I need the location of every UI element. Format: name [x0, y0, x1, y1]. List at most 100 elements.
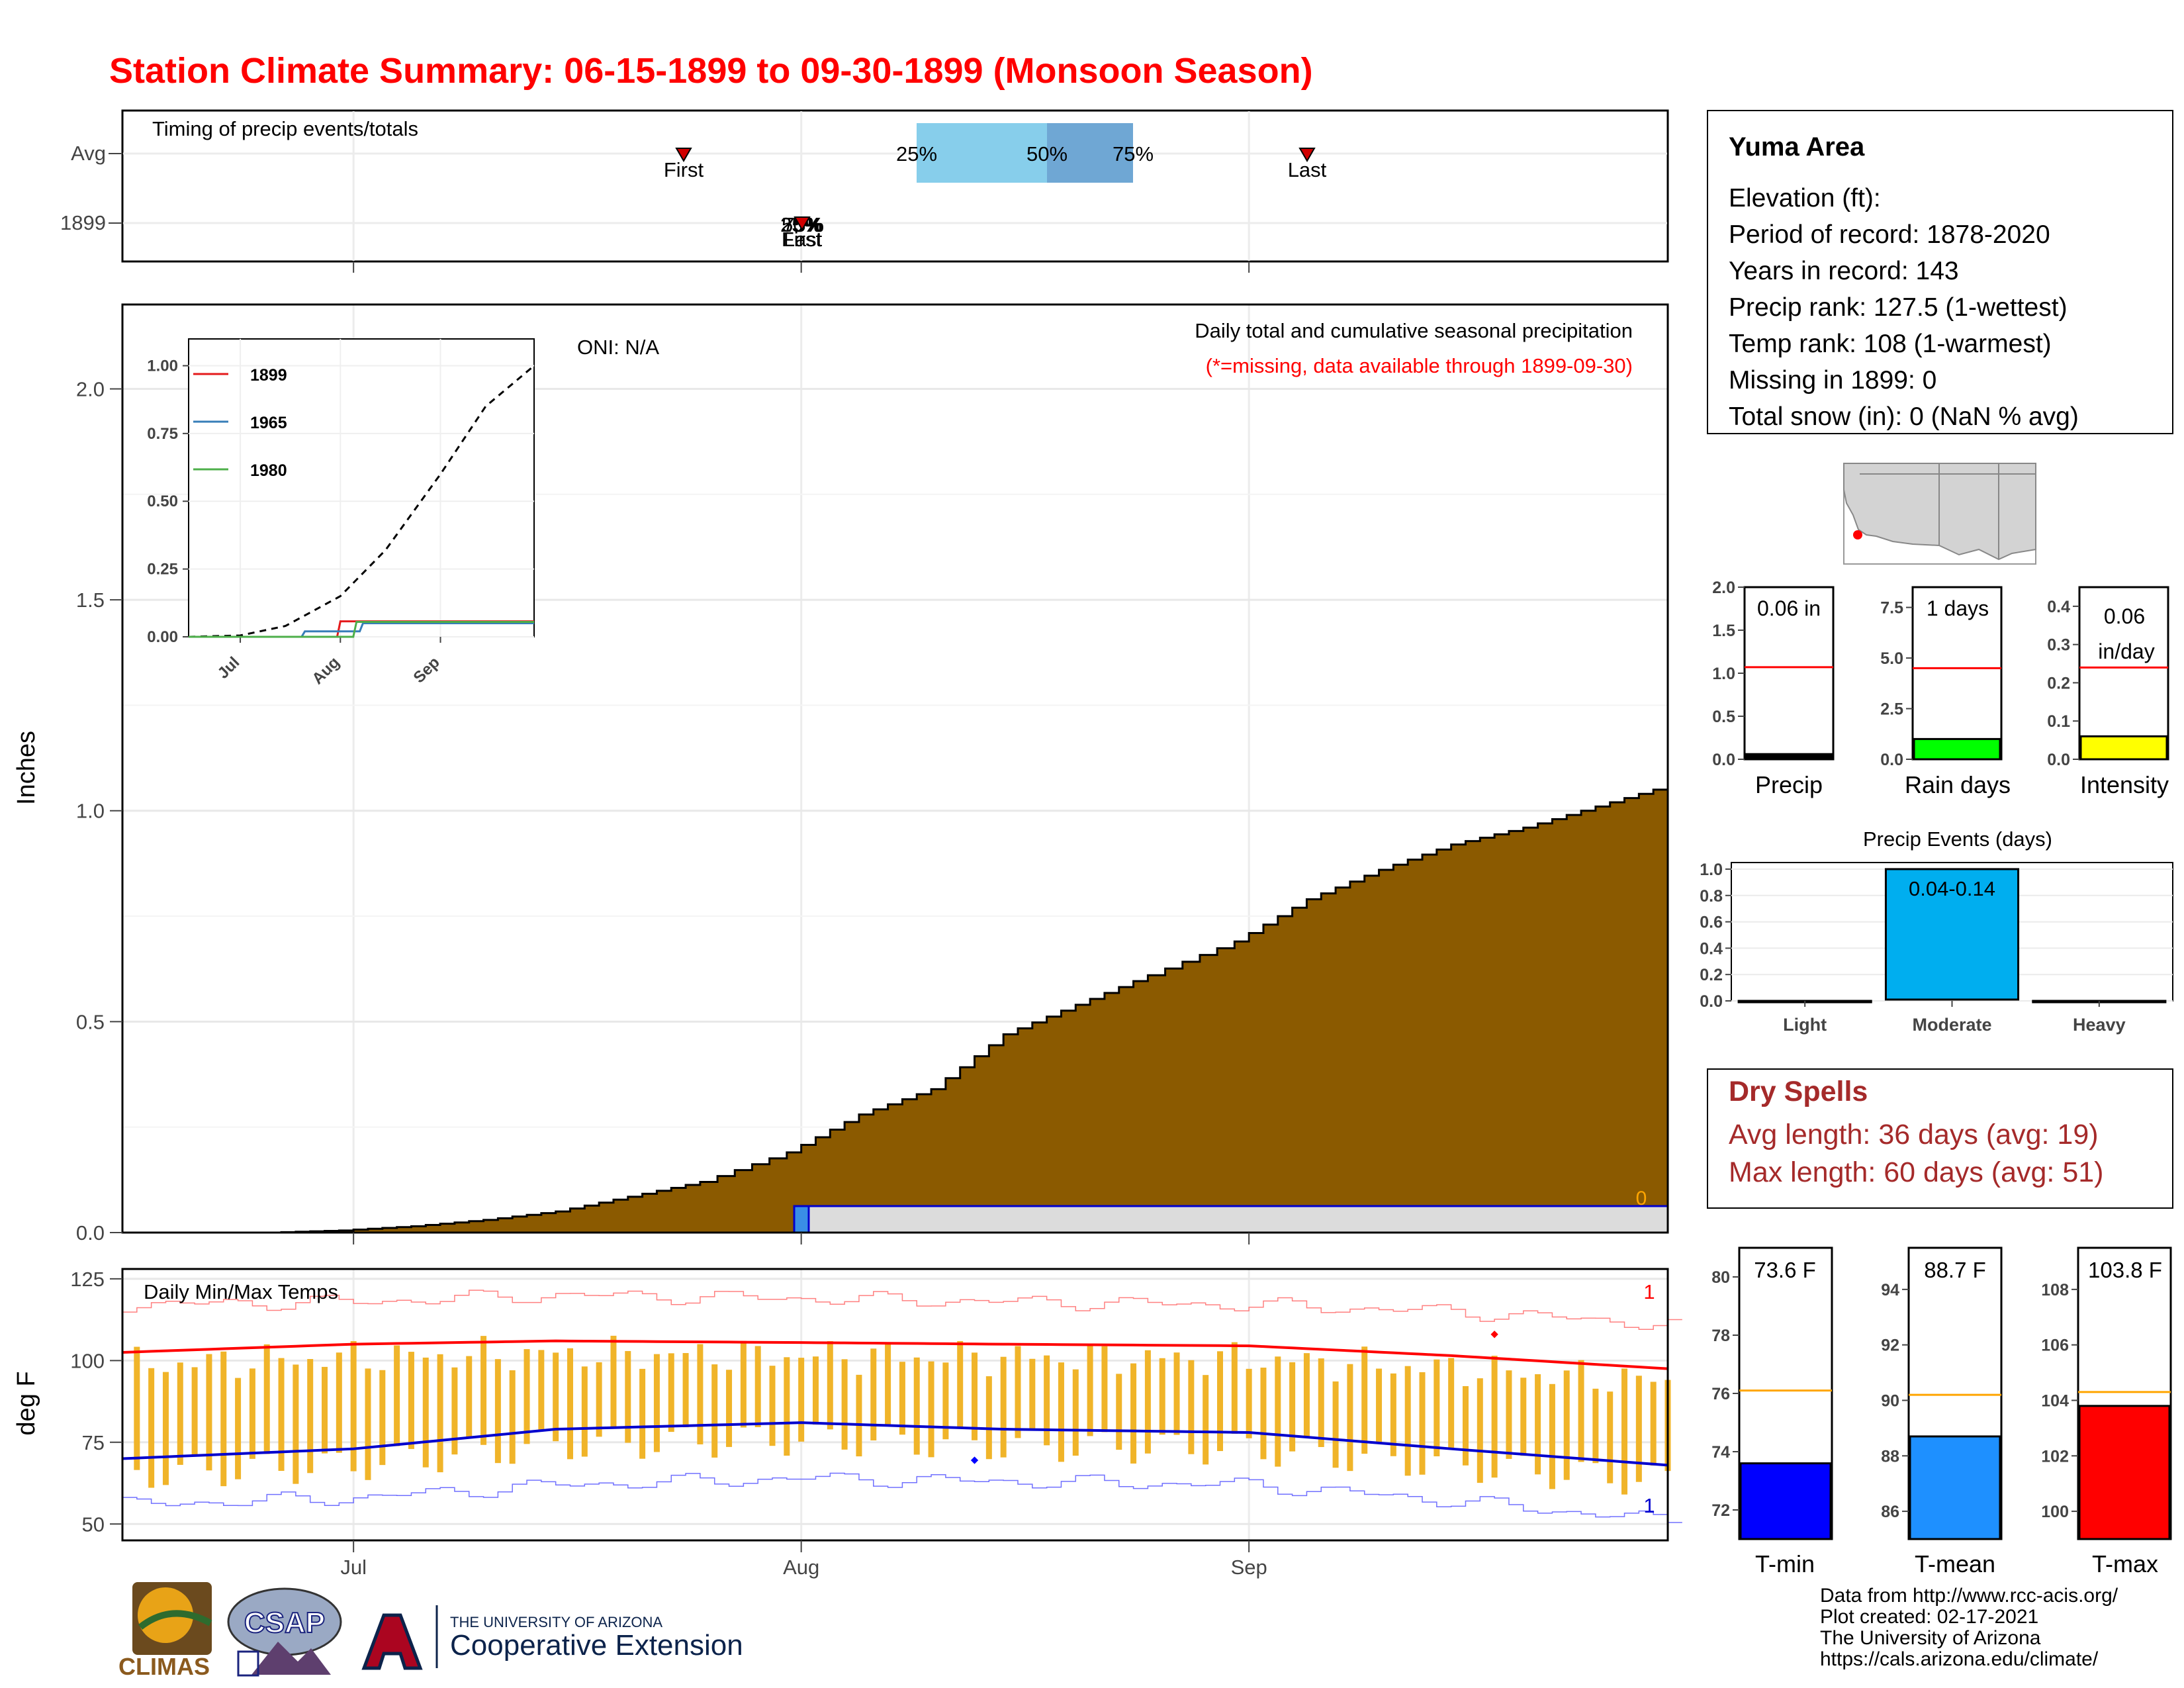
dry-spells-title: Dry Spells [1729, 1076, 1868, 1107]
tmin-label: T-min [1755, 1550, 1815, 1577]
daily-temp-range-bar [928, 1361, 934, 1458]
daily-temp-range-bar [1246, 1368, 1252, 1438]
daily-temp-range-bar [177, 1362, 183, 1465]
events-tick-label-3: 0.6 [1700, 914, 1723, 932]
daily-temp-range-bar [293, 1364, 299, 1484]
precip-y-tick-label-2: 1.0 [76, 800, 105, 823]
daily-temp-range-bar [1130, 1363, 1137, 1464]
info-line-period: Period of record: 1878-2020 [1729, 220, 2050, 249]
tbox-tmean-tick-label-3: 92 [1881, 1336, 1899, 1355]
tbox-tmax-tick-label-4: 108 [2041, 1281, 2069, 1299]
mini-intensity-frame [2078, 586, 2169, 761]
events-tick-label-5: 1.0 [1700, 861, 1723, 879]
daily-temp-range-bar [1275, 1356, 1281, 1467]
pct-75-label: 75% [1113, 142, 1154, 165]
daily-temp-range-bar [1188, 1360, 1195, 1454]
daily-temp-range-bar [379, 1370, 386, 1466]
daily-temp-range-bar [1289, 1362, 1296, 1452]
daily-temp-range-bar [509, 1370, 516, 1464]
mini-precip-tick-label-3: 1.5 [1712, 622, 1735, 640]
daily-temp-range-bar [134, 1346, 140, 1470]
quartile-box-25-50 [917, 123, 1047, 183]
events-bar-moderate [1884, 868, 2020, 1001]
mini-precip-value-bar [1745, 753, 1833, 761]
info-line-missing: Missing in 1899: 0 [1729, 366, 1936, 395]
intensity-value-text: 0.06 [2104, 604, 2145, 628]
month-tick-label-sep: Sep [1231, 1556, 1267, 1579]
events-category-heavy: Heavy [2073, 1015, 2126, 1035]
precip-events-chart: 0.0 0.2 0.4 0.6 0.8 1.0 Light Moderate Heavy 0.04… [1700, 861, 2173, 1035]
record-low-marker [970, 1456, 979, 1464]
daily-temp-range-bar [784, 1357, 790, 1456]
daily-temp-range-bar [1563, 1370, 1570, 1480]
daily-temp-range-bar [278, 1358, 285, 1472]
temps-count-min: 1 [1643, 1494, 1655, 1517]
daily-temp-range-bar [480, 1336, 487, 1445]
csap-logo-text: CSAP [244, 1607, 325, 1639]
pct-50-label: 50% [1026, 142, 1068, 165]
avg-first-marker [675, 148, 692, 162]
raindays-bar-label: Rain days [1905, 771, 2011, 798]
daily-temp-range-bar [1462, 1385, 1469, 1466]
mini-raindays-tick-label-0: 0.0 [1880, 751, 1903, 769]
daily-temp-range-bar [1173, 1352, 1180, 1435]
temps-count-max: 1 [1643, 1280, 1655, 1303]
tbox-tmax-tick-label-2: 104 [2041, 1391, 2069, 1410]
mini-precip-tick-label-2: 1.0 [1712, 665, 1735, 683]
daily-temp-range-bar [1116, 1374, 1122, 1450]
daily-temp-range-bar [1203, 1375, 1209, 1465]
daily-temp-range-bar [841, 1359, 848, 1450]
mini-intensity-tick-label-2: 0.2 [2047, 674, 2070, 692]
inset-legend-1980: 1980 [250, 461, 287, 480]
daily-temp-range-bar [422, 1357, 429, 1468]
daily-temp-range-bar [1448, 1358, 1455, 1450]
daily-temp-range-bar [437, 1354, 443, 1473]
month-tick-label-aug: Aug [783, 1556, 819, 1579]
temps-content [122, 1289, 1682, 1523]
daily-temp-range-bar [1376, 1368, 1383, 1443]
ua-small-text: THE UNIVERSITY OF ARIZONA [450, 1614, 662, 1630]
daily-temp-range-bar [1318, 1358, 1324, 1447]
daily-temp-range-bar [307, 1359, 314, 1474]
tbox-tmean-tick-label-0: 86 [1881, 1503, 1899, 1521]
tbox-tmean-tick-label-2: 90 [1881, 1391, 1899, 1410]
university-of-arizona-logo: THE UNIVERSITY OF ARIZONA Cooperative Ex… [361, 1605, 743, 1670]
tmax-value-text: 103.8 F [2088, 1258, 2162, 1282]
credit-university: The University of Arizona [1820, 1627, 2041, 1649]
y1899-marker [794, 216, 811, 231]
precip-legend-sub: (*=missing, data available through 1899-… [1206, 354, 1633, 377]
daily-temp-range-bar [1058, 1362, 1064, 1462]
daily-temp-range-bar [653, 1354, 660, 1452]
inset-y-tick-3: 0.75 [147, 425, 178, 443]
timing-title: Timing of precip events/totals [152, 117, 418, 140]
daily-temp-range-bar [523, 1349, 530, 1444]
daily-temp-range-bar [451, 1367, 458, 1455]
events-category-light: Light [1783, 1015, 1827, 1035]
tmin-chart: 72 74 76 78 80 [1711, 1246, 1833, 1540]
daily-temp-range-bar [1578, 1360, 1584, 1462]
daily-temp-range-bar [726, 1370, 733, 1447]
climas-logo: CLIMAS [118, 1582, 212, 1680]
tbox-tmean-tick-label-4: 94 [1881, 1281, 1899, 1299]
mini-intensity-tick-label-0: 0.0 [2047, 751, 2070, 769]
inset-y-tick-1: 0.25 [147, 561, 178, 579]
daily-temp-range-bar [740, 1340, 747, 1428]
daily-temp-range-bar [162, 1372, 169, 1485]
y1899-first-label: First [782, 228, 822, 251]
mini-precip-tick-label-1: 0.5 [1712, 708, 1735, 726]
daily-temp-range-bar [827, 1340, 833, 1430]
dry-spells-box: Dry Spells Avg length: 36 days (avg: 19)… [1707, 1068, 2173, 1209]
daily-temp-range-bar [1621, 1368, 1628, 1495]
precip-total-chart: 0.0 0.5 1.0 1.5 2.0 [1712, 579, 1835, 769]
credit-data-source: Data from http://www.rcc-acis.org/ [1820, 1585, 2118, 1607]
daily-temp-range-bar [610, 1335, 617, 1429]
daily-temp-range-bar [408, 1352, 414, 1449]
quartile-box-50-75 [1047, 123, 1133, 183]
dry-spells-max: Max length: 60 days (avg: 51) [1729, 1156, 2103, 1188]
daily-temp-range-bar [1361, 1346, 1368, 1454]
inset-y-tick-4: 1.00 [147, 357, 178, 375]
daily-temp-range-bar [885, 1344, 891, 1426]
daily-temp-range-bar [350, 1341, 357, 1472]
tbox-tmax-tick-label-3: 106 [2041, 1336, 2069, 1355]
